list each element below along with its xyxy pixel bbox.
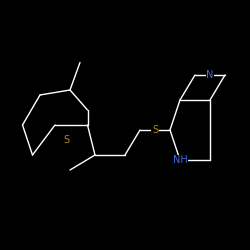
Text: S: S: [63, 135, 69, 145]
Text: N: N: [206, 70, 214, 80]
Text: S: S: [152, 125, 158, 135]
Text: NH: NH: [172, 155, 188, 165]
